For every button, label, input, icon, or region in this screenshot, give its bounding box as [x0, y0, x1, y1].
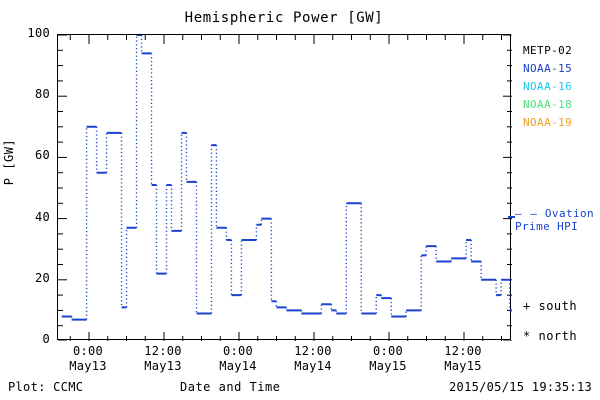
- y-tick-label: 60: [34, 148, 50, 163]
- x-tick-date: May14: [294, 359, 332, 373]
- x-tick-time: 0:00: [372, 344, 404, 358]
- ovation-dash-marker-icon: — —: [515, 207, 538, 220]
- x-tick-time: 12:00: [444, 344, 482, 358]
- plus-marker-icon: +: [523, 299, 531, 313]
- plot-credit: Plot: CCMC: [8, 380, 84, 394]
- legend-satellite-noaa-18: NOAA-18: [523, 98, 573, 111]
- x-tick-date: May15: [369, 359, 407, 373]
- legend-north-entry: * north: [523, 329, 577, 343]
- x-tick-date: May13: [69, 359, 107, 373]
- y-tick-label: 40: [34, 209, 50, 224]
- x-tick-time: 12:00: [144, 344, 182, 358]
- x-tick-label: 0:00 May13: [33, 344, 143, 374]
- legend-satellite-metp-02: METP-02: [523, 44, 573, 57]
- x-tick-time: 0:00: [72, 344, 104, 358]
- legend-satellite-noaa-16: NOAA-16: [523, 80, 573, 93]
- x-tick-label: 12:00 May14: [258, 344, 368, 374]
- legend-satellites: METP-02 NOAA-15 NOAA-16 NOAA-18 NOAA-19: [523, 42, 600, 132]
- data-series-group: [61, 35, 512, 321]
- y-tick-label-group: 100 80 60 40 20 0: [0, 26, 50, 346]
- asterisk-marker-icon: *: [523, 329, 531, 343]
- x-tick-label: 12:00 May15: [408, 344, 518, 374]
- legend-north-label: north: [538, 329, 578, 343]
- y-tick-label: 0: [42, 332, 50, 346]
- x-axis-label: Date and Time: [180, 380, 281, 394]
- ovation-label-line1: Ovation: [544, 207, 595, 220]
- x-tick-time: 0:00: [222, 344, 254, 358]
- x-axis-ticks: [69, 35, 503, 341]
- y-tick-label: 100: [27, 26, 50, 40]
- legend-south-entry: + south: [523, 299, 577, 313]
- x-tick-label: 12:00 May13: [108, 344, 218, 374]
- x-tick-date: May14: [219, 359, 257, 373]
- plot-canvas: [58, 35, 512, 341]
- y-tick-label: 20: [34, 270, 50, 285]
- x-tick-label: 0:00 May15: [333, 344, 443, 374]
- y-axis-ticks: [58, 35, 512, 341]
- y-tick-label: 80: [34, 87, 50, 102]
- legend-satellite-noaa-15: NOAA-15: [523, 62, 573, 75]
- legend-south-label: south: [538, 299, 578, 313]
- legend-ovation-prime-hpi: — — Ovation Prime HPI: [515, 207, 600, 233]
- x-tick-label: 0:00 May14: [183, 344, 293, 374]
- page-title: Hemispheric Power [GW]: [184, 10, 384, 26]
- x-tick-label-group: 0:00 May13 12:00 May13 0:00 May14 12:00 May14 0:…: [57, 344, 511, 378]
- plot-area: [57, 34, 512, 341]
- x-tick-date: May15: [444, 359, 482, 373]
- ovation-legend-axis-tick-icon: [508, 216, 515, 218]
- plot-timestamp: 2015/05/15 19:35:13: [449, 380, 592, 394]
- ovation-label-line2: Prime HPI: [515, 220, 579, 233]
- x-tick-time: 12:00: [294, 344, 332, 358]
- x-tick-date: May13: [144, 359, 182, 373]
- legend-satellite-noaa-19: NOAA-19: [523, 116, 573, 129]
